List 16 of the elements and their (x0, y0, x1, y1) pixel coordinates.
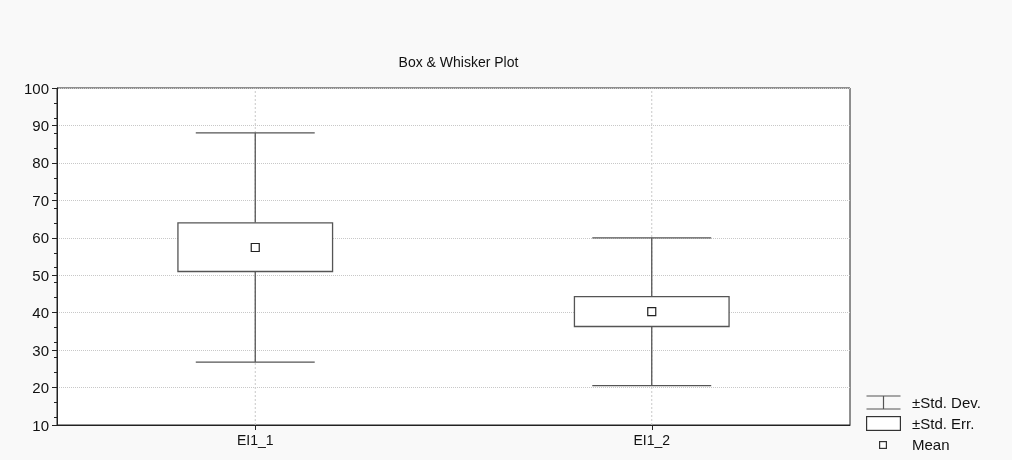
chart-title: Box & Whisker Plot (398, 54, 519, 70)
y-tick-label: 20 (32, 379, 49, 397)
y-tick-label: 80 (32, 154, 49, 172)
y-tick-label: 10 (32, 416, 49, 434)
y-tick-label: 100 (23, 79, 49, 97)
text: ±Std. Dev. (912, 394, 981, 411)
y-tick-label: 60 (32, 229, 49, 247)
text: Mean (912, 436, 950, 453)
y-tick-label: 30 (32, 341, 49, 359)
y-tick-label: 90 (32, 116, 49, 134)
text: ±Std. Err. (912, 415, 975, 432)
y-tick-label: 70 (32, 191, 49, 209)
x-tick-label: EI1_2 (633, 432, 671, 448)
x-tick-label: EI1_1 (236, 432, 274, 448)
y-tick-label: 40 (32, 304, 49, 322)
y-tick-label: 50 (32, 266, 49, 284)
